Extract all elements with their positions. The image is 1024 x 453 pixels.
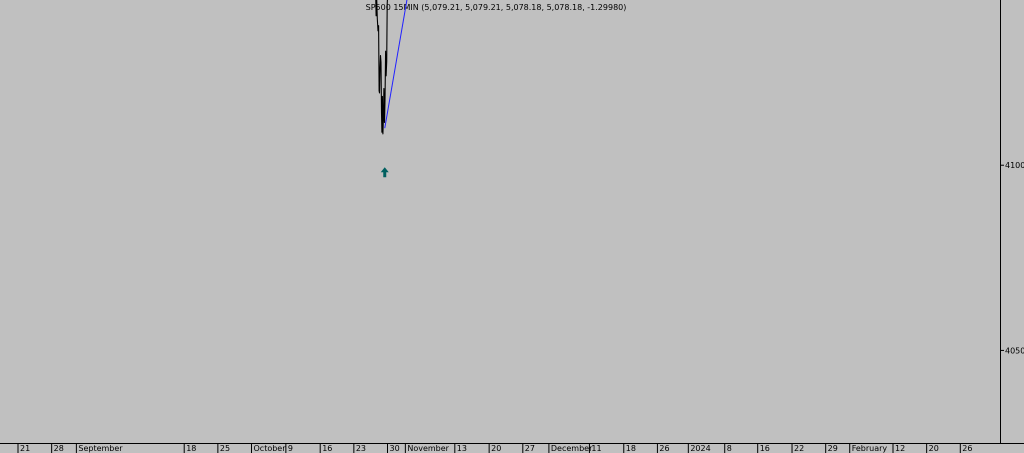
x-tick-label: 22 bbox=[794, 444, 804, 453]
y-tick-label: 4100 bbox=[1005, 161, 1024, 170]
x-tick-label: February bbox=[852, 444, 888, 453]
x-tick-label: 26 bbox=[962, 444, 972, 453]
x-tick-label: 12 bbox=[895, 444, 905, 453]
x-tick-label: 2024 bbox=[690, 444, 710, 453]
x-tick-label: 16 bbox=[760, 444, 770, 453]
y-axis: 4050410041504200425043004350440044504500… bbox=[1000, 161, 1024, 355]
x-tick-label: September bbox=[78, 444, 123, 453]
chart-title: SP500 15MIN (5,079.21, 5,079.21, 5,078.1… bbox=[366, 3, 627, 12]
x-axis: 21 28 September 18 25 October 9 16 23 30 November 1… bbox=[17, 443, 972, 453]
x-tick-label: 26 bbox=[659, 444, 669, 453]
x-tick-label: 16 bbox=[322, 444, 332, 453]
x-tick-label: 8 bbox=[727, 444, 732, 453]
arrow-up-icon bbox=[380, 167, 389, 178]
x-tick-label: 20 bbox=[929, 444, 939, 453]
x-tick-label: 11 bbox=[591, 444, 601, 453]
x-tick-label: 18 bbox=[626, 444, 636, 453]
annotations bbox=[380, 167, 389, 178]
x-tick-label: 23 bbox=[356, 444, 366, 453]
x-tick-label: 20 bbox=[491, 444, 501, 453]
y-tick-label: 4050 bbox=[1005, 346, 1024, 355]
x-tick-label: 13 bbox=[457, 444, 467, 453]
x-tick-label: 25 bbox=[220, 444, 230, 453]
x-tick-label: 28 bbox=[54, 444, 64, 453]
x-tick-label: 30 bbox=[390, 444, 400, 453]
x-tick-label: November bbox=[407, 444, 449, 453]
x-tick-label: October bbox=[254, 444, 287, 453]
x-tick-label: 21 bbox=[20, 444, 30, 453]
x-tick-label: 29 bbox=[828, 444, 838, 453]
x-tick-label: 27 bbox=[525, 444, 535, 453]
x-tick-label: 18 bbox=[186, 444, 196, 453]
x-tick-label: December bbox=[551, 444, 593, 453]
x-tick-label: 9 bbox=[288, 444, 293, 453]
